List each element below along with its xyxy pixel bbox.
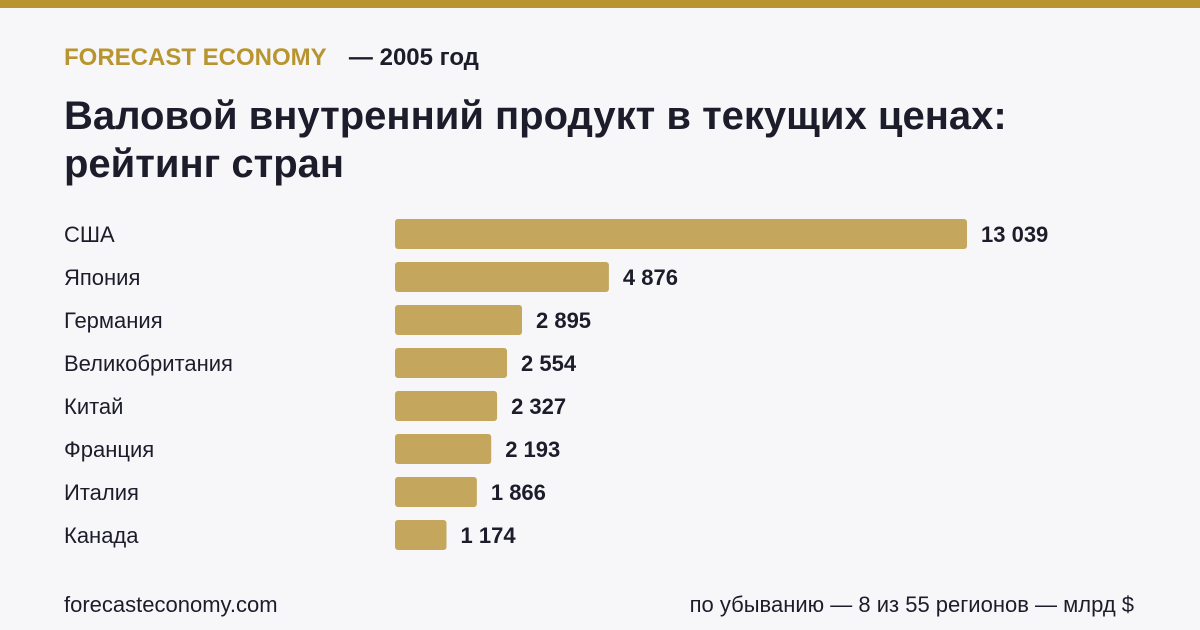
value-label: 4 876 bbox=[623, 265, 678, 290]
value-label: 13 039 bbox=[981, 222, 1048, 247]
value-label: 2 327 bbox=[511, 394, 566, 419]
bar bbox=[395, 305, 522, 335]
value-label: 1 174 bbox=[461, 523, 517, 548]
category-label: Канада bbox=[64, 523, 139, 548]
bar bbox=[395, 262, 609, 292]
chart-title: Валовой внутренний продукт в текущих цен… bbox=[64, 94, 1007, 186]
value-label: 2 193 bbox=[505, 437, 560, 462]
bar bbox=[395, 391, 498, 421]
bar bbox=[395, 348, 508, 378]
bar bbox=[395, 520, 447, 550]
header: FORECAST ECONOMY — 2005 год bbox=[64, 44, 479, 72]
bar bbox=[395, 477, 477, 507]
footer-note: по убыванию — 8 из 55 регионов — млрд $ bbox=[689, 592, 1134, 617]
category-label: Франция bbox=[64, 437, 154, 462]
category-label: Япония bbox=[64, 265, 140, 290]
category-label: Великобритания bbox=[64, 351, 233, 376]
value-label: 2 895 bbox=[536, 308, 591, 333]
bar bbox=[395, 434, 492, 464]
value-label: 1 866 bbox=[491, 480, 546, 505]
value-label: 2 554 bbox=[521, 351, 577, 376]
category-label: Италия bbox=[64, 480, 139, 505]
category-label: США bbox=[64, 222, 115, 247]
category-label: Германия bbox=[64, 308, 163, 333]
bar bbox=[395, 219, 967, 249]
source-link[interactable]: forecasteconomy.com bbox=[64, 592, 278, 617]
brand-name[interactable]: FORECAST ECONOMY bbox=[64, 44, 327, 71]
category-label: Китай bbox=[64, 394, 123, 419]
year-label: — 2005 год bbox=[348, 44, 479, 71]
top-accent-strip bbox=[0, 0, 1200, 8]
bar-chart: США 13 039 Япония 4 876 Германия 2 895 Великоб… bbox=[64, 219, 1048, 550]
